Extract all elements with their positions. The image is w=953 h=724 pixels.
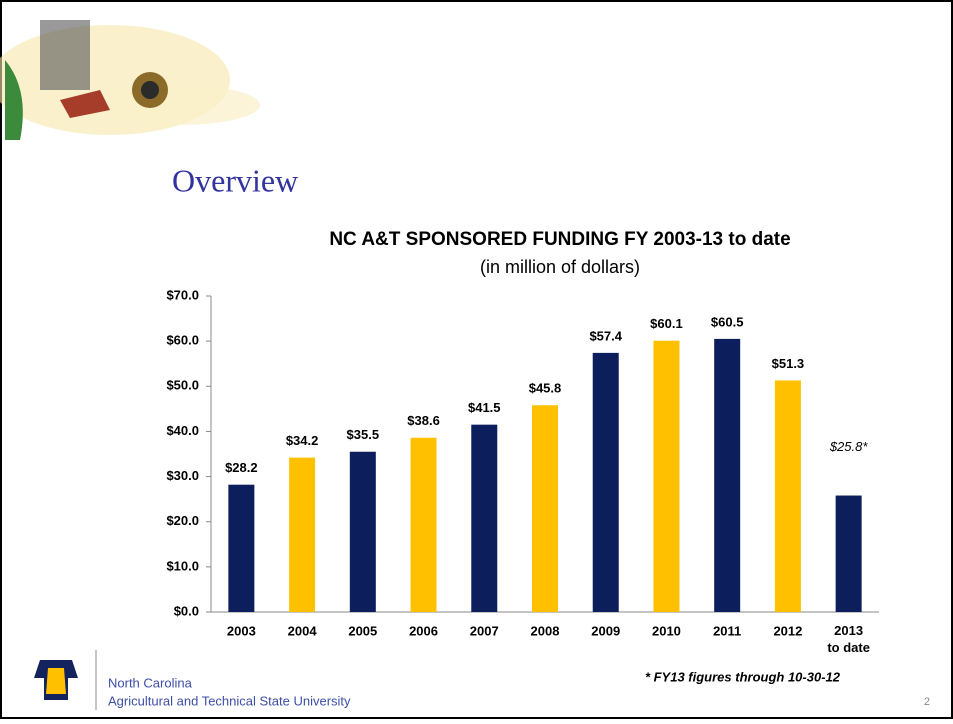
x-tick-label: 2011 [713,623,741,638]
y-tick-label: $70.0 [166,287,199,302]
x-tick-label: 2005 [348,623,377,638]
value-label: $41.5 [468,400,501,415]
x-tick-label: 2009 [591,623,620,638]
page-number: 2 [924,696,930,708]
bar [471,425,497,612]
x-tick-label: 2008 [531,623,560,638]
chart-title: NC A&T SPONSORED FUNDING FY 2003-13 to d… [329,229,790,250]
bar [593,353,619,612]
value-label: $60.1 [650,316,683,331]
y-tick-label: $40.0 [166,423,199,438]
footer-text: North Carolina [108,675,193,690]
bar [350,452,376,612]
y-tick-label: $50.0 [166,378,199,393]
bar [775,380,801,612]
y-tick-label: $0.0 [174,603,199,618]
slide: Overview NC A&T SPONSORED FUNDING FY 200… [0,0,953,719]
value-label: $45.8 [529,381,562,396]
value-label: $34.2 [286,433,319,448]
value-label: $25.8* [829,439,869,454]
value-label: $38.6 [407,413,440,428]
value-label: $35.5 [347,427,380,442]
footer-text: Agricultural and Technical State Univers… [108,693,351,708]
y-tick-label: $30.0 [166,468,199,483]
bar [653,341,679,612]
x-tick-label: 2012 [773,623,802,638]
bar [836,496,862,612]
x-tick-label: 2004 [288,623,318,638]
slide-heading: Overview [172,162,298,198]
x-tick-label: 2006 [409,623,438,638]
y-tick-label: $10.0 [166,558,199,573]
bar [411,438,437,612]
value-label: $51.3 [772,356,805,371]
x-tick-label: 2003 [227,623,256,638]
value-label: $60.5 [711,314,744,329]
x-tick-label: 2010 [652,623,681,638]
value-label: $28.2 [225,460,258,475]
footnote: * FY13 figures through 10-30-12 [645,669,841,684]
chart-subtitle: (in million of dollars) [480,257,640,277]
bar [228,485,254,612]
value-label: $57.4 [589,328,622,343]
y-tick-label: $60.0 [166,333,199,348]
bar [714,339,740,612]
y-tick-label: $20.0 [166,513,199,528]
bar [532,405,558,612]
x-tick-label: 2007 [470,623,499,638]
bar [289,458,315,612]
